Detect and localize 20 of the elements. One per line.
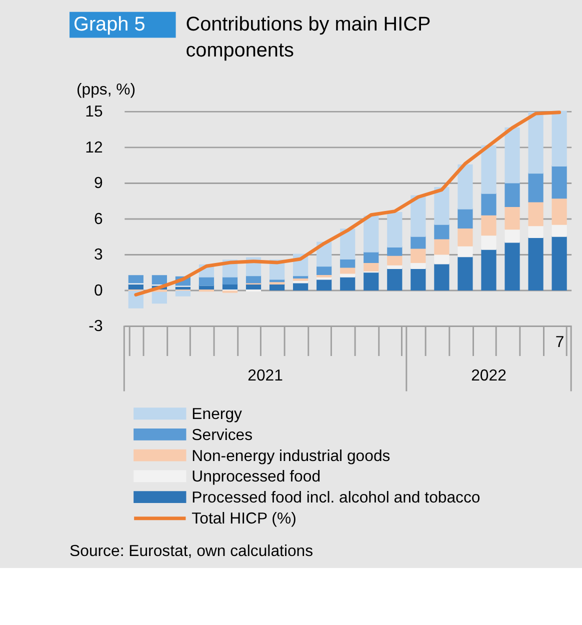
- legend-label: Energy: [192, 406, 242, 424]
- y-tick-label: 15: [85, 104, 103, 121]
- legend-label: Total HICP (%): [192, 510, 296, 528]
- y-axis-title: (pps, %): [76, 81, 136, 98]
- legend-label: Processed food incl. alcohol and tobacco: [192, 490, 480, 506]
- chart-title: Contributions by main HICP components: [186, 14, 431, 62]
- text: 2022: [471, 367, 507, 384]
- y-tick-label: 9: [94, 175, 103, 192]
- y-tick-label: 6: [94, 210, 103, 228]
- y-tick-label: 0: [94, 282, 103, 300]
- y-tick-label: 12: [85, 139, 103, 156]
- caption: Graph 5: [73, 14, 146, 36]
- legend-label: Unprocessed food: [192, 468, 321, 486]
- y-tick-label: 3: [94, 246, 103, 264]
- legend-label: Services: [192, 426, 253, 444]
- x-tick-label: 7: [555, 334, 564, 352]
- legend-label: Non-energy industrial goods: [192, 448, 390, 465]
- source-note: Source: Eurostat, own calculations: [70, 543, 314, 560]
- y-tick-label: -3: [88, 318, 103, 336]
- text: 2021: [248, 367, 284, 384]
